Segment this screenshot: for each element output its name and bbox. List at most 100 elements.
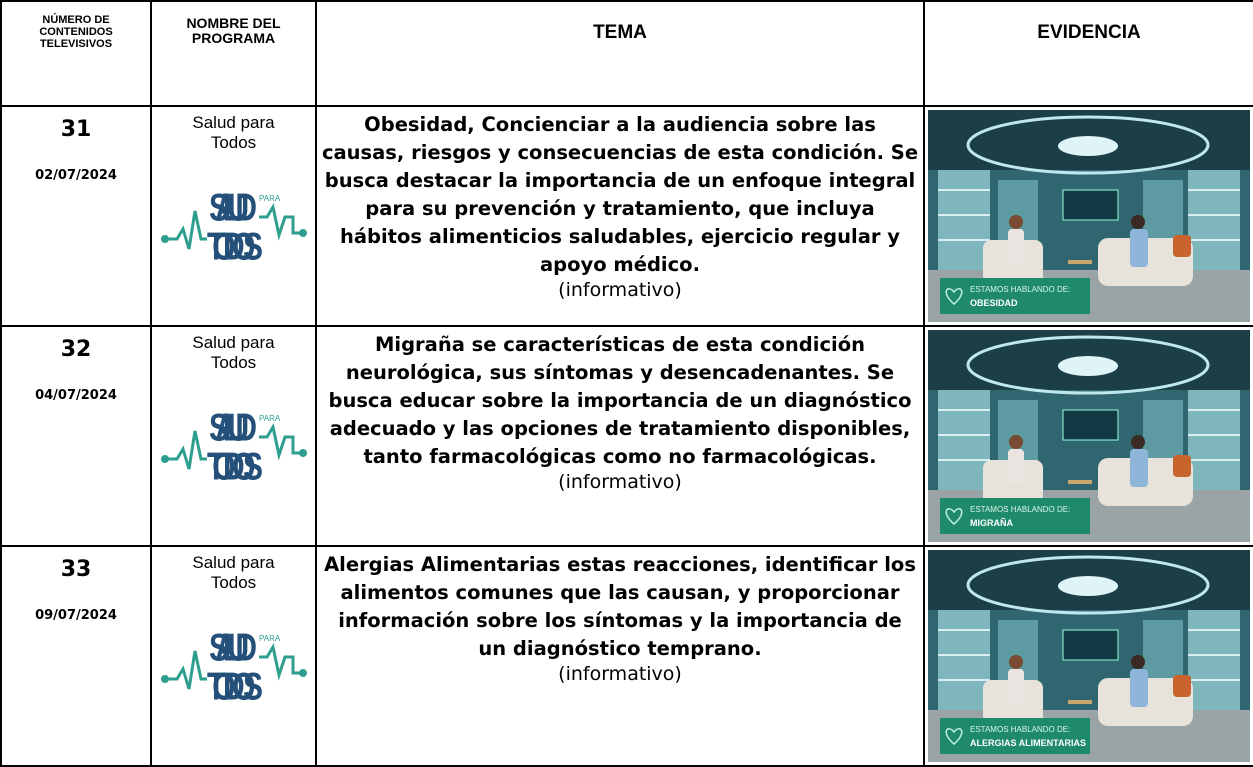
broadcast-date: 09/07/2024 xyxy=(35,608,117,623)
number-cell: 32 04/07/2024 xyxy=(0,325,152,547)
topic-text: Migraña se características de esta condi… xyxy=(328,333,912,468)
program-name: Salud para Todos xyxy=(192,333,275,372)
person-head xyxy=(1009,655,1023,669)
caption-subject: OBESIDAD xyxy=(970,298,1018,308)
person-head xyxy=(1009,435,1023,449)
person-body xyxy=(1130,669,1148,707)
evidence-cell: ESTAMOS HABLANDO DE: OBESIDAD xyxy=(923,105,1253,327)
shelf xyxy=(1188,390,1240,500)
topic-cell: Alergias Alimentarias estas reacciones, … xyxy=(315,545,925,767)
logo-text-small: PARA xyxy=(259,634,281,643)
header-cell: EVIDENCIA xyxy=(923,0,1253,107)
content-number: 32 xyxy=(60,337,92,362)
topic-cell: Obesidad, Concienciar a la audiencia sob… xyxy=(315,105,925,327)
person-head xyxy=(1131,215,1145,229)
topic-text-wrap: Obesidad, Concienciar a la audiencia sob… xyxy=(317,107,923,301)
ceiling-ring xyxy=(966,335,1210,395)
cushion xyxy=(1173,235,1191,257)
caption-heart xyxy=(945,288,963,305)
header-cell: TEMA xyxy=(315,0,925,107)
caption-box xyxy=(940,498,1090,534)
content-number: 33 xyxy=(60,557,92,582)
program-name: Salud para Todos xyxy=(192,553,275,592)
number-cell: 31 02/07/2024 xyxy=(0,105,152,327)
program-logo: SALUD PARA TODOS xyxy=(160,407,307,488)
caption-subject: ALERGIAS ALIMENTARIAS xyxy=(970,738,1086,748)
logo-dot xyxy=(298,229,307,237)
table xyxy=(1068,480,1092,484)
header-row: NÚMERO DE CONTENIDOS TELEVISIVOS NOMBRE … xyxy=(0,0,1253,107)
ceiling-ring xyxy=(966,115,1210,175)
topic-kind: (informativo) xyxy=(558,471,682,493)
logo-dot xyxy=(298,669,307,677)
logo-heartbeat xyxy=(162,650,207,690)
shelf xyxy=(938,610,990,720)
program-cell: Salud para Todos SALUD PARA TODOS xyxy=(150,105,317,327)
logo-text: TODOS xyxy=(207,666,263,709)
person-body xyxy=(1008,449,1024,484)
shelf xyxy=(1188,170,1240,280)
topic-text: Alergias Alimentarias estas reacciones, … xyxy=(324,553,916,660)
program-logo: SALUD PARA TODOS xyxy=(160,627,307,709)
ceiling-ring xyxy=(966,555,1210,615)
person-body xyxy=(1130,449,1148,487)
person-head xyxy=(1131,655,1145,669)
content-number: 31 xyxy=(60,117,92,142)
program-cell: Salud para Todos SALUD PARA TODOS xyxy=(150,545,317,767)
evidence-image: ESTAMOS HABLANDO DE: ALERGIAS ALIMENTARIA… xyxy=(928,550,1250,762)
logo-heartbeat xyxy=(162,430,207,470)
shelf xyxy=(938,170,990,280)
program-name: Salud para Todos xyxy=(192,113,275,152)
topic-text-wrap: Migraña se características de esta condi… xyxy=(317,327,923,493)
caption-heart xyxy=(945,728,963,745)
ceiling-ring xyxy=(1058,136,1118,156)
topic-kind: (informativo) xyxy=(558,663,682,685)
table xyxy=(1068,700,1092,704)
evidence-image: ESTAMOS HABLANDO DE: OBESIDAD xyxy=(928,110,1250,322)
person-body xyxy=(1008,229,1024,264)
number-cell: 33 09/07/2024 xyxy=(0,545,152,767)
caption-box xyxy=(940,278,1090,314)
logo-heartbeat xyxy=(258,642,305,681)
cushion xyxy=(1173,675,1191,697)
shelf xyxy=(938,390,990,500)
program-cell: Salud para Todos SALUD PARA TODOS xyxy=(150,325,317,547)
ceiling-ring xyxy=(1058,356,1118,376)
topic-text: Obesidad, Concienciar a la audiencia sob… xyxy=(321,113,919,276)
topic-text-wrap: Alergias Alimentarias estas reacciones, … xyxy=(317,547,923,685)
person-body xyxy=(1130,229,1148,267)
cushion xyxy=(1173,455,1191,477)
studio-screen xyxy=(1062,409,1119,441)
logo-heartbeat xyxy=(258,422,305,461)
logo-dot xyxy=(160,675,169,683)
table-row: 33 09/07/2024 Salud para Todos SALUD PARA TOD… xyxy=(0,545,1253,767)
caption-label: ESTAMOS HABLANDO DE: xyxy=(970,505,1070,514)
table xyxy=(1068,260,1092,264)
person-head xyxy=(1131,435,1145,449)
table-body: 31 02/07/2024 Salud para Todos SALUD PARA TOD… xyxy=(0,105,1253,767)
logo-text-small: PARA xyxy=(259,194,281,203)
topic-kind: (informativo) xyxy=(558,279,682,301)
broadcast-date: 02/07/2024 xyxy=(35,168,117,183)
ceiling-ring xyxy=(1058,576,1118,596)
evidence-image: ESTAMOS HABLANDO DE: MIGRAÑA xyxy=(928,330,1250,542)
logo-text: SALUD xyxy=(209,407,257,450)
header-cell: NÚMERO DE CONTENIDOS TELEVISIVOS xyxy=(0,0,152,107)
evidence-cell: ESTAMOS HABLANDO DE: ALERGIAS ALIMENTARIA… xyxy=(923,545,1253,767)
logo-dot xyxy=(298,449,307,457)
logo-heartbeat xyxy=(258,202,305,241)
topic-cell: Migraña se características de esta condi… xyxy=(315,325,925,547)
caption-subject: MIGRAÑA xyxy=(970,518,1013,528)
table-row: 32 04/07/2024 Salud para Todos SALUD PARA TOD… xyxy=(0,325,1253,547)
logo-text: TODOS xyxy=(207,226,263,269)
table-row: 31 02/07/2024 Salud para Todos SALUD PARA TOD… xyxy=(0,105,1253,327)
logo-heartbeat xyxy=(162,210,207,250)
person-body xyxy=(1008,669,1024,704)
studio-screen xyxy=(1062,629,1119,661)
broadcast-date: 04/07/2024 xyxy=(35,388,117,403)
program-logo: SALUD PARA TODOS xyxy=(160,187,307,269)
studio-screen xyxy=(1062,189,1119,221)
caption-label: ESTAMOS HABLANDO DE: xyxy=(970,725,1070,734)
logo-text: SALUD xyxy=(209,187,257,230)
